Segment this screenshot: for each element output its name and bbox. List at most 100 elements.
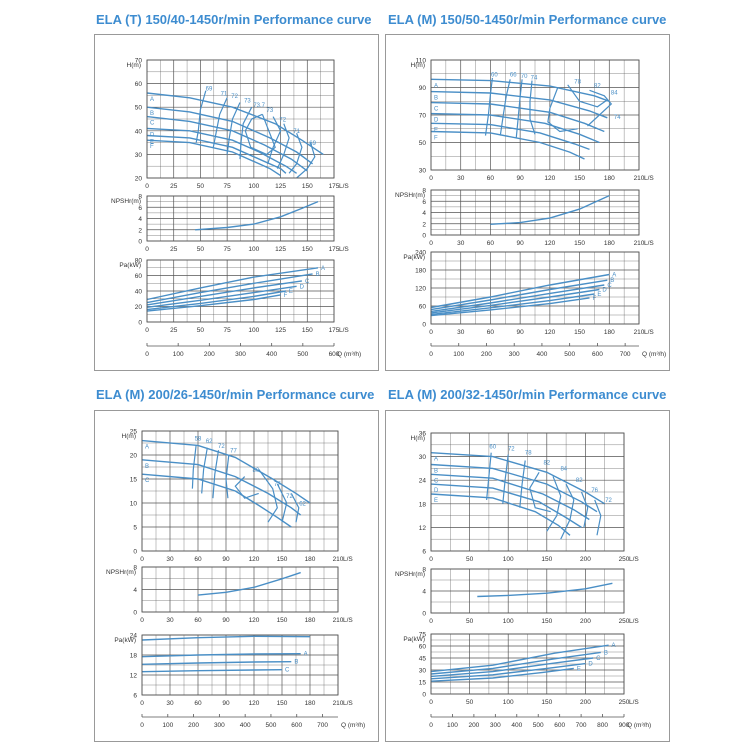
- chart-1-npsh-series-line: [195, 200, 319, 231]
- chart-2-head-efficiency-curve: [587, 89, 613, 127]
- chart-3-head-efficiency-curve: [276, 483, 288, 523]
- chart-1-npsh-xtick-label: 150: [302, 246, 313, 253]
- chart-4-power-series-label: E: [577, 666, 581, 672]
- chart-1-head-efficiency-label: 73: [267, 108, 274, 114]
- chart-2-power-frame: [430, 251, 640, 325]
- chart-3-power-series-line: [141, 661, 292, 665]
- chart-4-head-xtick-label: 0: [429, 556, 433, 563]
- chart-4-power-series-line: [430, 651, 601, 675]
- chart-3-power-ytick-label: 18: [130, 653, 138, 660]
- chart-4-head-series-label: C: [434, 478, 439, 484]
- chart-3-npsh-xtick-label: 0: [140, 617, 144, 624]
- chart-4-power-series-line: [430, 667, 574, 682]
- chart-1-power-ytick-label: 40: [135, 289, 143, 296]
- chart-1-head-efficiency-label: 73.7: [253, 103, 265, 109]
- chart-2-head-efficiency-label: 82: [594, 84, 601, 90]
- chart-1-power-ytick-label: 80: [135, 258, 143, 265]
- chart-1-power-frame: [146, 259, 335, 323]
- chart-3-power-series-line: [141, 669, 283, 673]
- chart-4-head-ylabel: H(m): [411, 435, 425, 442]
- chart-4-head-efficiency-curve: [519, 460, 526, 508]
- chart-1-power-series-label: E: [289, 289, 293, 295]
- chart-3-power-xlabel: L/S: [343, 700, 353, 707]
- chart-2-head-series-label: F: [434, 136, 438, 142]
- chart-1-head-efficiency-label: 69: [206, 87, 213, 93]
- chart-1-head-efficiency-label: 69: [309, 141, 316, 147]
- chart-2-power-series-label: A: [612, 273, 616, 279]
- chart-2-npsh-series-line: [490, 194, 610, 225]
- chart-4-power-xtick-label: 50: [466, 699, 474, 706]
- chart-2-power-xtick-label: 150: [574, 329, 585, 336]
- chart-2-npsh-ytick-label: 8: [422, 188, 426, 195]
- chart-2-power-ytick-label: 180: [415, 268, 426, 275]
- chart-1-power-xtick-label: 75: [224, 327, 232, 334]
- chart-3-head-ytick-label: 20: [130, 453, 138, 460]
- chart-3-npsh-ytick-label: 4: [133, 587, 137, 594]
- chart-1-head-xtick-label: 75: [224, 183, 232, 190]
- chart-2-power-ylabel: Pa(kW): [403, 254, 425, 261]
- chart-4-head-series-label: A: [434, 457, 438, 463]
- chart-1-head-ytick-label: 30: [135, 152, 143, 159]
- chart-1-head-series-line: [146, 127, 297, 174]
- chart-4-power-xlabel: L/S: [629, 699, 639, 706]
- chart-2-power-xtick-label: 210: [634, 329, 645, 336]
- chart-4-head-efficiency-label: 78: [525, 451, 532, 457]
- chart-3-head-xtick-label: 210: [333, 556, 344, 563]
- chart-4-flow-tick-label: 500: [533, 722, 544, 729]
- chart-2-head-frame: [430, 59, 640, 171]
- chart-1-head-efficiency-curve: [226, 102, 241, 155]
- chart-1-head-frame: [146, 59, 335, 179]
- chart-3-head-xtick-label: 150: [277, 556, 288, 563]
- chart-2-power-xtick-label: 90: [517, 329, 525, 336]
- chart-3-head-ytick-label: 15: [130, 477, 138, 484]
- chart-1-power-ytick-label: 0: [138, 320, 142, 327]
- chart-1-head-series-line: [146, 134, 287, 174]
- chart-4-head-series-line: [430, 483, 582, 528]
- chart-4-power-xtick-label: 150: [541, 699, 552, 706]
- chart-2-npsh-ytick-label: 6: [422, 199, 426, 206]
- chart-4-flow-axis-label: Q (m³/h): [627, 722, 651, 729]
- chart-3-flow-tick-label: 500: [266, 722, 277, 729]
- chart-4-power-xtick-label: 0: [429, 699, 433, 706]
- chart-2-head-xtick-label: 60: [487, 175, 495, 182]
- chart-3-head-ytick-label: 0: [133, 549, 137, 556]
- chart-4-head-ytick-label: 6: [422, 549, 426, 556]
- chart-3-head-series-line: [141, 473, 292, 528]
- chart-2-power-series-line: [430, 297, 590, 317]
- chart-1-power-series-label: F: [284, 293, 288, 299]
- chart-4-title: ELA (M) 200/32-1450r/min Performance cur…: [388, 387, 667, 402]
- chart-2-head-ylabel: H(m): [411, 62, 425, 69]
- chart-2-power-xtick-label: 120: [544, 329, 555, 336]
- chart-1-head-efficiency-curve: [239, 106, 253, 160]
- chart-4-head-efficiency-label: 72: [605, 498, 612, 504]
- chart-4-npsh-xtick-label: 100: [503, 618, 514, 625]
- chart-2-head-ytick-label: 70: [419, 113, 427, 120]
- chart-3-power-xtick-label: 180: [305, 700, 316, 707]
- chart-1-flow-tick-label: 100: [173, 351, 184, 358]
- chart-1-power-series-line: [146, 294, 281, 312]
- chart-3-npsh-xlabel: L/S: [343, 617, 353, 624]
- chart-2-head-efficiency-label: 74: [531, 75, 538, 81]
- chart-2-head-ytick-label: 110: [416, 58, 427, 65]
- chart-1-npsh-xtick-label: 175: [329, 246, 340, 253]
- chart-2-power-series-label: D: [602, 288, 607, 294]
- chart-4-power-frame: [430, 633, 625, 695]
- chart-3-head-efficiency-label: 58: [195, 437, 202, 443]
- chart-2-npsh-xlabel: L/S: [644, 240, 654, 247]
- chart-1-head-efficiency-label: 71: [221, 91, 228, 97]
- chart-3-npsh-xtick-label: 60: [194, 617, 202, 624]
- chart-4-power-series-line: [430, 644, 609, 673]
- chart-1-head-xtick-label: 25: [170, 183, 178, 190]
- chart-2-head-xtick-label: 210: [634, 175, 645, 182]
- chart-2-head-xtick-label: 150: [574, 175, 585, 182]
- chart-3-flow-tick-label: 600: [291, 722, 302, 729]
- chart-4-head-efficiency-curve: [594, 499, 602, 536]
- chart-1-title: ELA (T) 150/40-1450r/min Performance cur…: [96, 12, 372, 27]
- chart-1-npsh-ytick-label: 4: [138, 216, 142, 223]
- chart-2-power-series-label: C: [607, 283, 612, 289]
- chart-1-head-efficiency-curve: [296, 142, 316, 179]
- chart-3-head-series-label: B: [145, 464, 149, 470]
- chart-4-power-ytick-label: 75: [419, 632, 427, 639]
- chart-1-power-plot: 0 25 50 75 100 125 150 175 0 20 40 60 80 L/S Pa(kW) ABC…: [119, 258, 349, 335]
- chart-4-head-xtick-label: 100: [503, 556, 514, 563]
